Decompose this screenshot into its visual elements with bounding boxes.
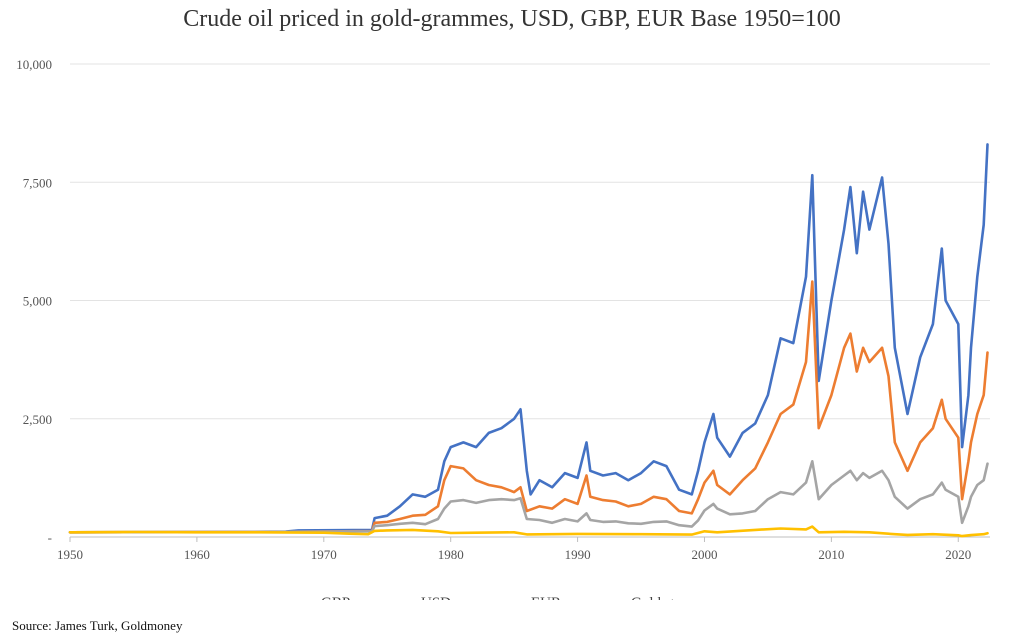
series-line-gbp: [68, 143, 989, 534]
legend-label-gbp: GBP: [321, 595, 350, 600]
series-line-eur: [68, 460, 989, 534]
y-tick-label: 2,500: [23, 412, 52, 427]
source-note: Source: James Turk, Goldmoney: [12, 618, 183, 633]
legend-label-usd: USD: [421, 595, 451, 600]
x-tick-label: 1960: [184, 547, 210, 562]
legend-label-gold-grammes: Gold-grammes: [631, 595, 721, 600]
x-axis-ticks: 1950 1960 1970 1980 1990 2000 2010 2020: [57, 537, 971, 562]
grid-lines: [70, 63, 990, 538]
series-line-usd: [68, 280, 989, 534]
series-line-gold-grammes: [68, 525, 989, 538]
y-tick-label: 10,000: [16, 57, 52, 72]
y-axis-ticks: - 2,500 5,000 7,500 10,000: [16, 57, 52, 545]
x-tick-label: 2000: [691, 547, 717, 562]
x-tick-label: 1950: [57, 547, 83, 562]
y-tick-label: 7,500: [23, 175, 52, 190]
x-tick-label: 1970: [311, 547, 337, 562]
y-tick-label: -: [48, 530, 52, 545]
x-tick-label: 2020: [945, 547, 971, 562]
legend-label-eur: EUR: [531, 595, 561, 600]
chart-title: Crude oil priced in gold-grammes, USD, G…: [183, 6, 841, 32]
x-tick-label: 2010: [818, 547, 844, 562]
legend: GBP USD EUR Gold-grammes: [321, 595, 721, 600]
x-tick-label: 1980: [438, 547, 464, 562]
series-lines: [68, 143, 989, 538]
x-tick-label: 1990: [565, 547, 591, 562]
y-tick-label: 5,000: [23, 294, 52, 309]
